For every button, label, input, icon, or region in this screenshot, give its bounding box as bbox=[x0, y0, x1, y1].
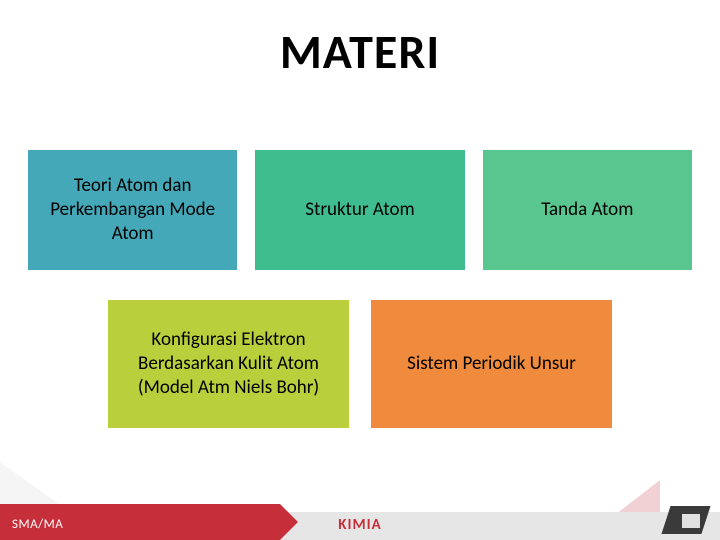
footer: SMA/MA KIMIA bbox=[0, 500, 720, 540]
cards-row-1: Teori Atom dan Perkembangan Mode Atom St… bbox=[28, 150, 692, 270]
card-sistem-periodik[interactable]: Sistem Periodik Unsur bbox=[371, 300, 612, 428]
footer-center-label: KIMIA bbox=[0, 516, 720, 534]
footer-logo bbox=[654, 500, 710, 536]
cards-row-2: Konfigurasi Elektron Berdasarkan Kulit A… bbox=[108, 300, 612, 428]
slide-title: MATERI bbox=[0, 22, 720, 81]
card-struktur-atom[interactable]: Struktur Atom bbox=[255, 150, 464, 270]
card-teori-atom[interactable]: Teori Atom dan Perkembangan Mode Atom bbox=[28, 150, 237, 270]
card-tanda-atom[interactable]: Tanda Atom bbox=[483, 150, 692, 270]
card-konfigurasi-elektron[interactable]: Konfigurasi Elektron Berdasarkan Kulit A… bbox=[108, 300, 349, 428]
logo-pages-icon bbox=[682, 514, 700, 528]
slide: MATERI Teori Atom dan Perkembangan Mode … bbox=[0, 0, 720, 540]
